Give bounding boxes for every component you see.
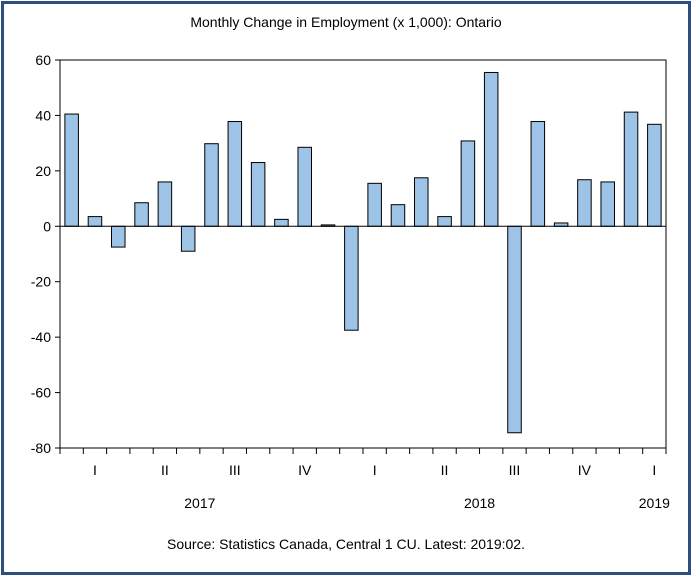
bar-2017:05 xyxy=(157,181,173,227)
quarter-label: I xyxy=(93,462,97,478)
bar-2017:08 xyxy=(227,121,243,227)
bar-2019:01 xyxy=(623,111,639,227)
quarter-label: II xyxy=(441,462,449,478)
bar-2017:06 xyxy=(180,225,196,252)
bar-2018:08 xyxy=(507,225,522,434)
y-tick-label: 60 xyxy=(35,52,51,68)
bar-2018:09 xyxy=(530,121,546,227)
quarter-label: II xyxy=(161,462,169,478)
plot-border xyxy=(59,59,667,449)
quarter-label: I xyxy=(373,462,377,478)
y-tick-label: -20 xyxy=(31,274,51,290)
y-tick-label: 20 xyxy=(35,163,51,179)
y-tick-label: 0 xyxy=(43,218,51,234)
bar-2017:01 xyxy=(64,113,79,227)
bar-2017:09 xyxy=(250,162,266,227)
bar-2018:03 xyxy=(390,204,406,227)
bar-2018:06 xyxy=(460,140,476,227)
bar-2018:11 xyxy=(577,179,592,227)
y-tick-label: 40 xyxy=(35,107,51,123)
bar-2018:05 xyxy=(437,216,452,227)
bar-2018:04 xyxy=(414,177,429,227)
bar-2019:02 xyxy=(647,123,662,227)
bar-2018:02 xyxy=(367,182,382,227)
bar-2018:07 xyxy=(483,71,499,227)
source-note: Source: Statistics Canada, Central 1 CU.… xyxy=(167,536,525,552)
quarter-label: IV xyxy=(298,462,312,478)
bar-2017:10 xyxy=(274,218,289,227)
y-tick-label: -60 xyxy=(31,385,51,401)
quarter-label: I xyxy=(652,462,656,478)
quarter-label: III xyxy=(229,462,241,478)
bar-2018:12 xyxy=(600,181,615,227)
bar-2018:01 xyxy=(344,225,359,331)
chart-title: Monthly Change in Employment (x 1,000): … xyxy=(190,14,501,30)
y-tick-label: -40 xyxy=(31,329,51,345)
year-label: 2017 xyxy=(184,495,215,511)
year-label: 2019 xyxy=(639,495,670,511)
bar-2017:03 xyxy=(111,225,126,248)
bar-2017:11 xyxy=(297,146,312,227)
y-tick-label: -80 xyxy=(31,440,51,456)
quarter-label: III xyxy=(509,462,521,478)
bar-2017:02 xyxy=(87,216,103,227)
quarter-label: IV xyxy=(578,462,592,478)
year-label: 2018 xyxy=(464,495,495,511)
bar-2017:07 xyxy=(204,143,219,227)
bar-2017:04 xyxy=(134,202,149,227)
